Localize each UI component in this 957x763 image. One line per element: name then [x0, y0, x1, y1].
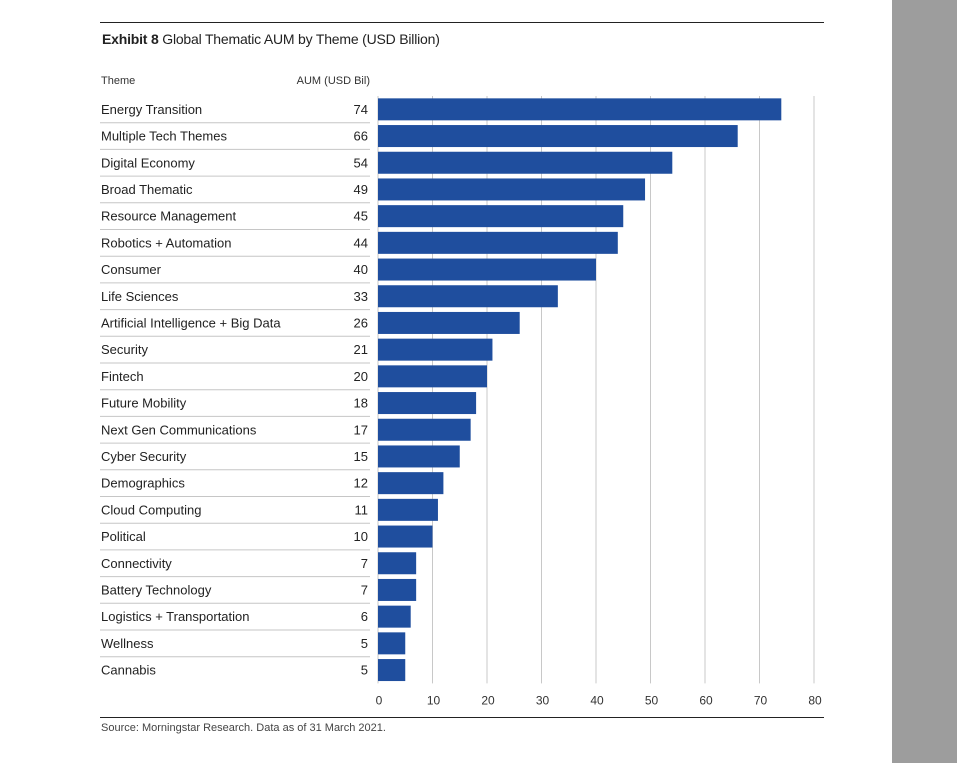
bar [378, 285, 558, 308]
exhibit-title: Exhibit 8 Global Thematic AUM by Theme (… [102, 31, 440, 47]
bar [378, 258, 596, 281]
x-tick-label: 30 [536, 693, 550, 707]
category-label: Fintech [101, 369, 144, 384]
aum-column-header: AUM (USD Bil) [296, 75, 370, 87]
value-label: 7 [361, 556, 368, 571]
category-label: Resource Management [101, 209, 237, 224]
bar [378, 205, 624, 228]
category-label: Cannabis [101, 663, 156, 678]
bar [378, 418, 471, 441]
bar [378, 392, 477, 415]
bar [378, 632, 406, 655]
category-label: Political [101, 529, 146, 544]
category-label: Connectivity [101, 556, 172, 571]
bar [378, 578, 417, 601]
value-label: 17 [354, 422, 368, 437]
x-tick-label: 60 [699, 693, 713, 707]
bar [378, 231, 618, 254]
exhibit-title-text: Global Thematic AUM by Theme (USD Billio… [162, 31, 440, 47]
x-tick-label: 80 [808, 693, 822, 707]
category-label: Future Mobility [101, 396, 187, 411]
theme-column-header: Theme [101, 75, 136, 87]
value-label: 10 [354, 529, 368, 544]
value-label: 21 [354, 342, 368, 357]
value-label: 66 [354, 129, 368, 144]
category-label: Broad Thematic [101, 182, 193, 197]
value-label: 33 [354, 289, 368, 304]
value-label: 54 [354, 155, 368, 170]
value-label: 15 [354, 449, 368, 464]
category-label: Energy Transition [101, 102, 202, 117]
category-label: Digital Economy [101, 155, 195, 170]
category-label: Cyber Security [101, 449, 187, 464]
source-note: Source: Morningstar Research. Data as of… [101, 722, 386, 734]
bar [378, 445, 460, 468]
aum-bar-chart: Energy Transition 74 Multiple Tech Themes 6… [100, 96, 822, 707]
category-label: Artificial Intelligence + Big Data [101, 315, 281, 330]
value-label: 49 [354, 182, 368, 197]
bar [378, 605, 411, 628]
x-tick-label: 20 [481, 693, 495, 707]
category-label: Consumer [101, 262, 162, 277]
value-label: 18 [354, 396, 368, 411]
category-label: Security [101, 342, 148, 357]
value-label: 5 [361, 663, 368, 678]
category-label: Robotics + Automation [101, 235, 231, 250]
bar [378, 365, 487, 388]
category-label: Logistics + Transportation [101, 609, 250, 624]
exhibit-number: Exhibit 8 [102, 31, 159, 47]
x-tick-label: 70 [754, 693, 768, 707]
x-tick-label: 40 [590, 693, 604, 707]
value-label: 44 [354, 235, 368, 250]
bar [378, 525, 433, 548]
bar [378, 498, 438, 521]
category-label: Multiple Tech Themes [101, 129, 227, 144]
bar [378, 472, 444, 495]
bar [378, 338, 493, 361]
value-label: 12 [354, 476, 368, 491]
category-label: Cloud Computing [101, 502, 201, 517]
top-rule [100, 22, 824, 23]
category-label: Life Sciences [101, 289, 179, 304]
category-label: Wellness [101, 636, 154, 651]
bar [378, 178, 646, 201]
value-label: 6 [361, 609, 368, 624]
x-tick-label: 50 [645, 693, 659, 707]
bar [378, 98, 782, 121]
bottom-rule [100, 717, 824, 718]
bar [378, 311, 520, 334]
x-tick-label: 10 [427, 693, 441, 707]
category-label: Demographics [101, 476, 185, 491]
value-label: 45 [354, 209, 368, 224]
value-label: 11 [355, 502, 369, 517]
value-label: 7 [361, 582, 368, 597]
value-label: 20 [354, 369, 368, 384]
value-label: 26 [354, 315, 368, 330]
value-label: 40 [354, 262, 368, 277]
bar [378, 151, 673, 174]
bar [378, 125, 738, 148]
x-tick-label: 0 [376, 693, 383, 707]
value-label: 5 [361, 636, 368, 651]
gray-side-panel [892, 0, 957, 763]
value-label: 74 [354, 102, 368, 117]
bar [378, 552, 417, 575]
category-label: Next Gen Communications [101, 422, 257, 437]
bar [378, 659, 406, 682]
category-label: Battery Technology [101, 582, 212, 597]
